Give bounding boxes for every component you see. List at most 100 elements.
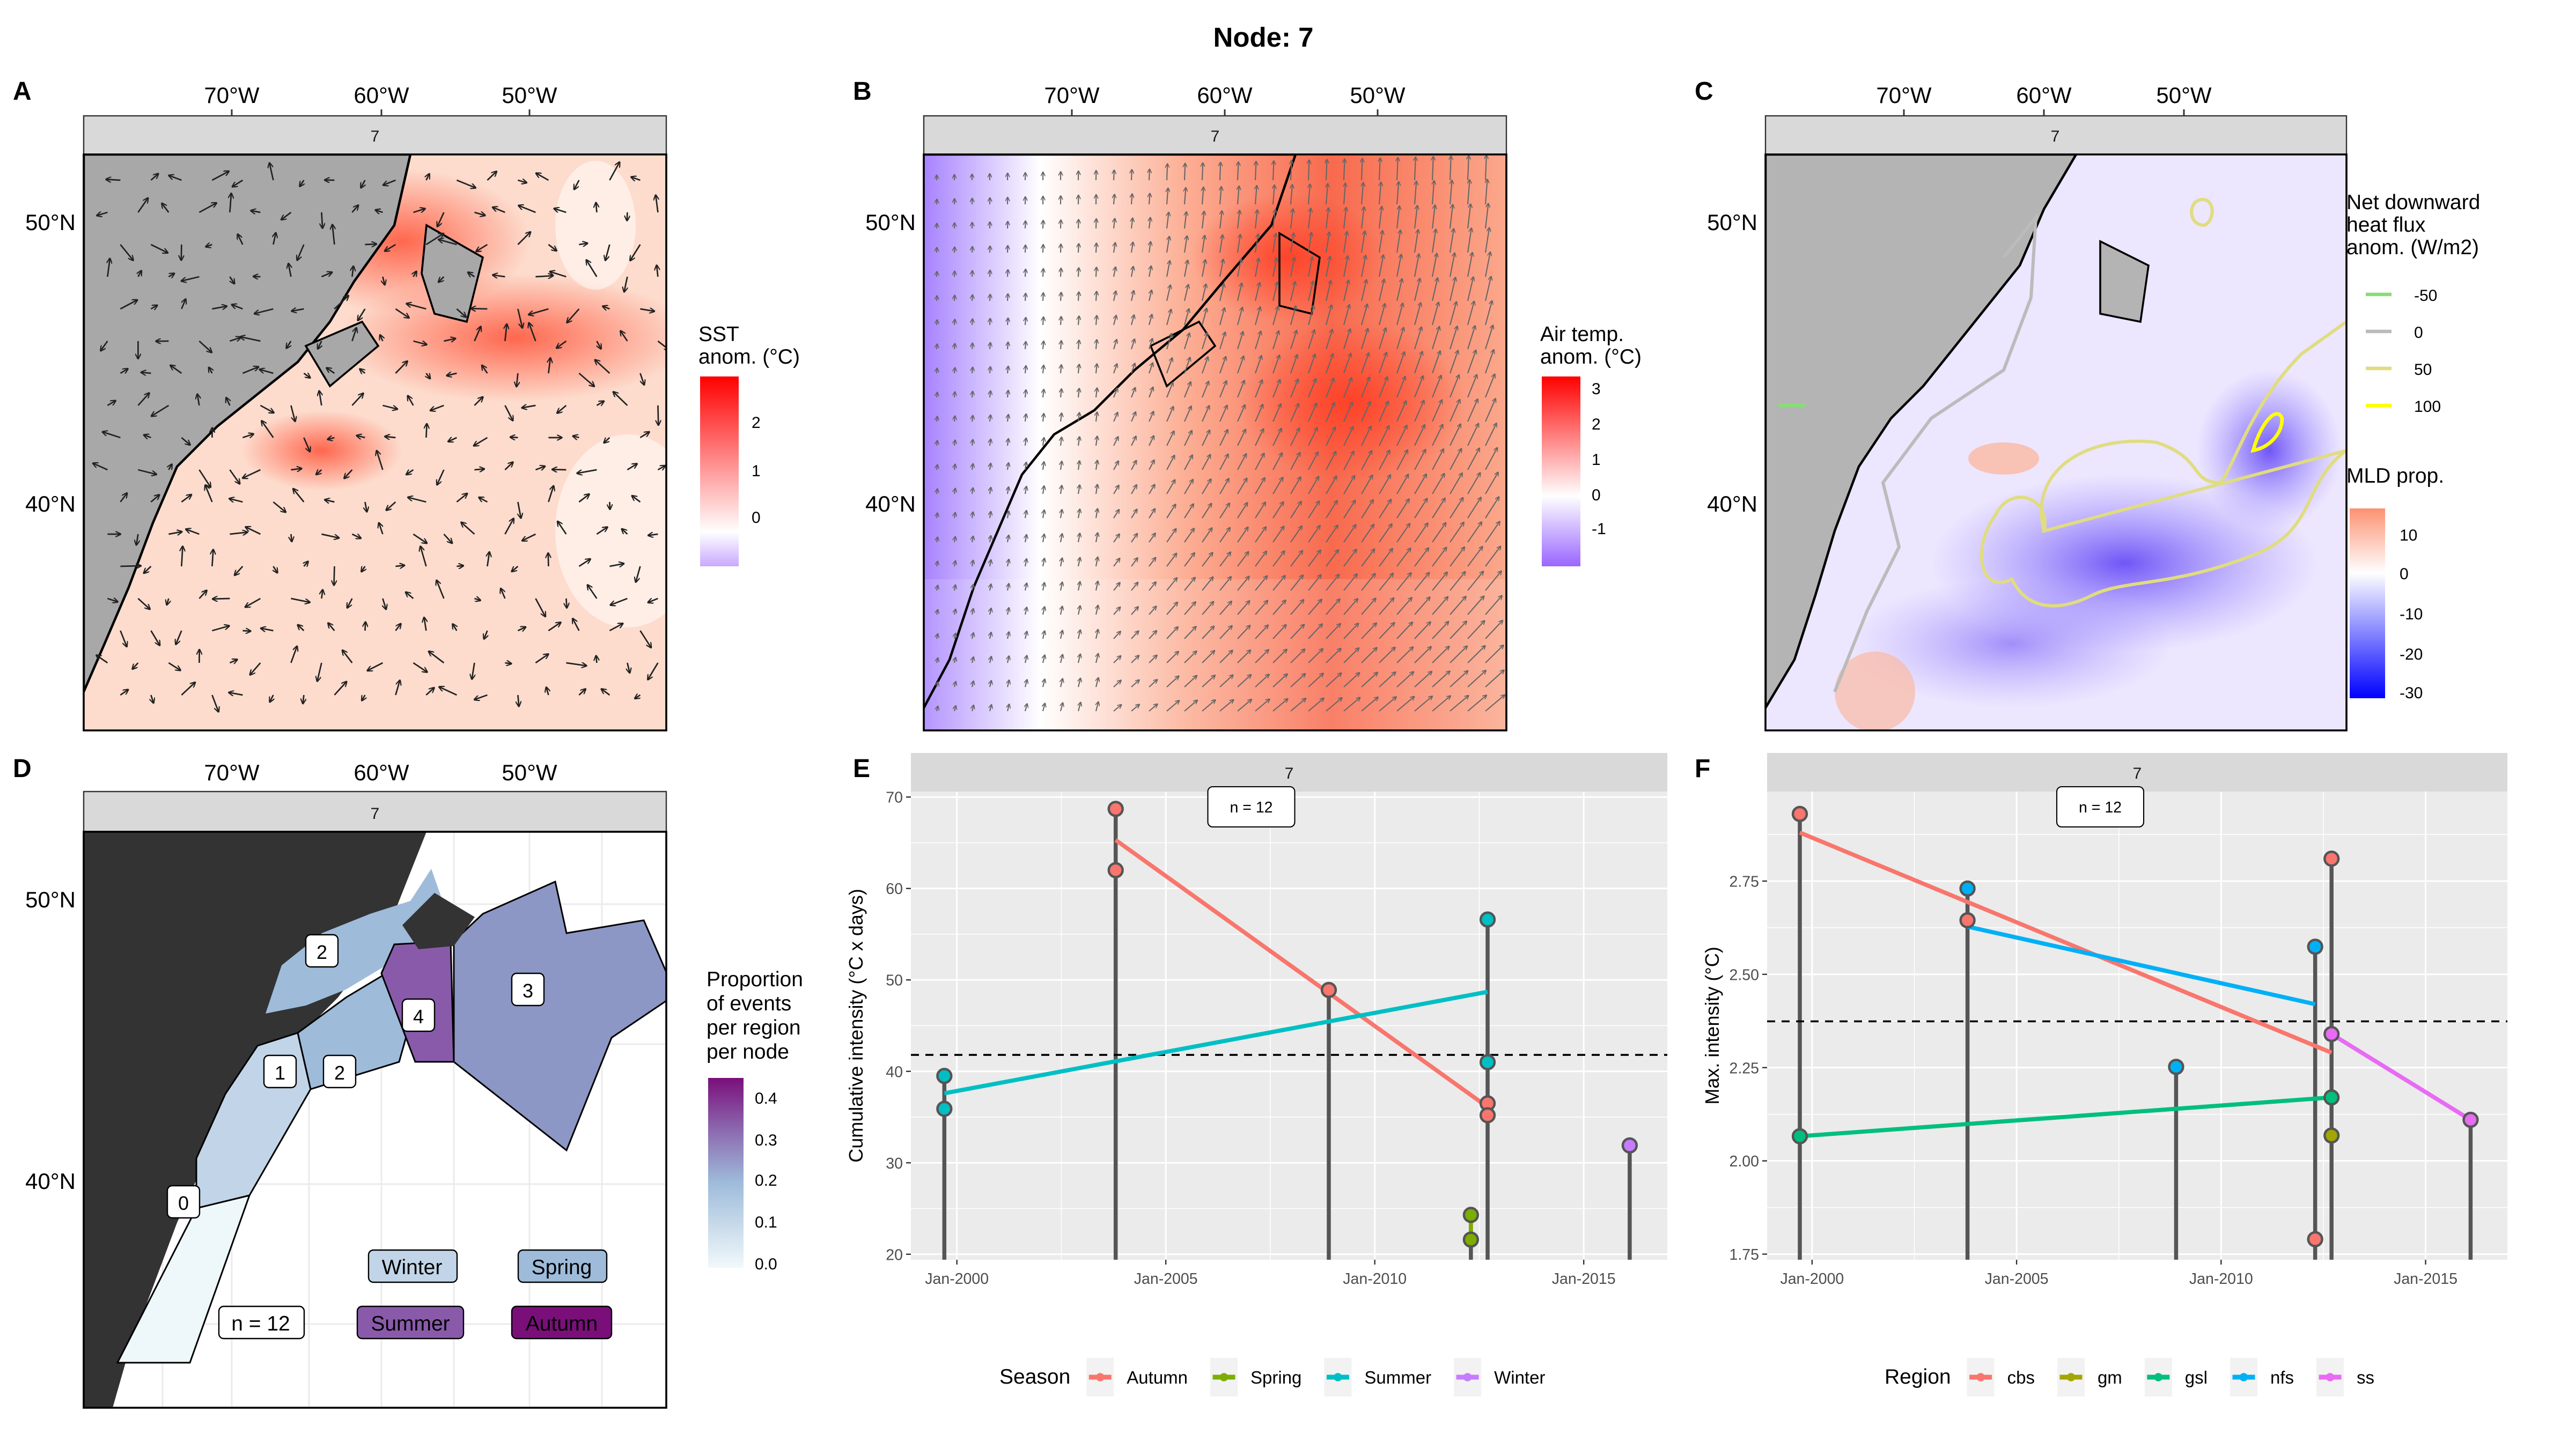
x-tick-label: Jan-2015 [1552,1270,1616,1288]
colorbar-tick: 1 [1592,451,1601,469]
wind-arrow [1025,293,1026,301]
legend-item-nfs: nfs [2230,1358,2294,1396]
colorbar-tick: 0.2 [755,1172,777,1189]
wind-arrow [972,295,973,301]
wind-arrow [471,308,488,309]
region-label: 2 [334,1062,345,1084]
data-point-nfs [1961,882,1975,896]
data-point-cbs [1961,913,1975,927]
colorbar-tick: -10 [2400,605,2423,623]
data-point-summer [937,1102,951,1116]
wind-arrow [954,416,955,422]
lon-tick-label: 50°W [2156,83,2212,108]
wind-arrow [1131,194,1132,205]
legend-label: 100 [2414,398,2441,416]
legend-label: Winter [1494,1368,1545,1387]
wind-arrow [1096,219,1097,228]
facet-strip-label: 7 [1285,765,1294,782]
wind-arrow [954,295,955,301]
data-point-summer [937,1069,951,1083]
legend-item-gm: gm [2057,1358,2122,1396]
legend-label: 0 [2414,324,2423,342]
lon-tick-label: 70°W [204,760,260,785]
wind-arrow [1007,390,1009,397]
legend-item-ss: ss [2316,1358,2374,1396]
wind-arrow [141,372,151,373]
legend-key-point [1220,1373,1228,1381]
colorbar-tick: 0.1 [755,1214,777,1231]
legend-item-cbs: cbs [1967,1358,2035,1396]
lat-tick-label: 50°N [1707,210,1757,235]
data-point-spring [1464,1208,1478,1222]
panel-letter: D [13,755,32,783]
x-tick-label: Jan-2000 [925,1270,989,1288]
wind-arrow [1078,340,1079,349]
wind-arrow [548,553,549,566]
colorbar-tick: 2 [752,414,761,432]
wind-arrow [1043,365,1044,373]
lon-tick-label: 60°W [2016,83,2072,108]
data-point-cbs [1793,807,1807,821]
wind-arrow [990,415,991,422]
x-tick-label: Jan-2005 [1134,1270,1198,1288]
legend-title: Season [999,1365,1070,1388]
wind-arrow [954,392,955,398]
wind-arrow [1078,268,1079,277]
y-tick-label: 1.75 [1730,1246,1759,1263]
legend-label: gm [2098,1368,2122,1387]
legend-label: gsl [2185,1368,2208,1387]
lat-tick-label: 50°N [25,887,76,912]
lon-ticks: 70°W 60°W 50°W [204,83,557,116]
wind-arrow [1007,246,1008,253]
y-tick-label: 2.50 [1730,966,1759,984]
wind-arrow [1149,169,1150,180]
y-axis-label: Cumulative intensity (°C x days) [845,889,867,1163]
wind-arrow [954,440,955,446]
legend-item-spring: Spring [1210,1358,1301,1396]
data-point-nfs [2169,1060,2183,1074]
x-tick-label: Jan-2015 [2394,1270,2458,1288]
wind-arrow [1096,315,1097,325]
data-point-ss [2463,1113,2477,1127]
lon-tick-label: 50°W [502,760,557,785]
wind-arrow [1025,317,1026,325]
wind-arrow [1025,366,1026,373]
wind-arrow [106,180,120,181]
lon-tick-label: 50°W [502,83,557,108]
lon-tick-label: 50°W [1350,83,1406,108]
region-label: 3 [523,980,533,1002]
wind-arrow [1184,164,1185,181]
facet-strip-label: 7 [2051,128,2060,145]
colorbar-tick: 1 [752,462,761,480]
sst-map [84,154,700,730]
legend-key-point [1334,1373,1342,1381]
air-temp-colorbar-legend: Air temp. anom. (°C) 3 2 1 0 -1 [1540,323,1642,566]
wind-arrow [972,271,973,277]
panel-letter: F [1695,755,1710,783]
wind-arrow [972,416,973,422]
y-tick-label: 60 [886,881,903,898]
plot-background [1767,792,2507,1260]
x-tick-label: Jan-2000 [1780,1270,1844,1288]
data-point-autumn [1109,802,1123,816]
lon-tick-label: 70°W [204,83,260,108]
y-tick-label: 70 [886,789,903,807]
wind-arrow [1202,163,1203,180]
colorbar-tick: 0 [752,509,761,527]
wind-arrow [1007,342,1008,349]
data-point-summer [1481,1055,1495,1069]
legend-title-line: of events [707,992,791,1015]
wind-arrow [972,367,973,373]
colorbar-tick: -30 [2400,684,2423,702]
legend-label: Spring [1250,1368,1301,1387]
y-axis-label: Max. intensity (°C) [1701,947,1723,1104]
legend-key-point [1976,1373,1985,1381]
colorbar-tick: 0.3 [755,1132,777,1149]
wind-arrow [1025,342,1026,349]
air-temp-map [924,154,1506,730]
wind-arrow [1308,160,1309,180]
colorbar-tick: 0 [2400,565,2409,583]
wind-arrow [510,437,518,438]
wind-arrow [1362,159,1363,181]
